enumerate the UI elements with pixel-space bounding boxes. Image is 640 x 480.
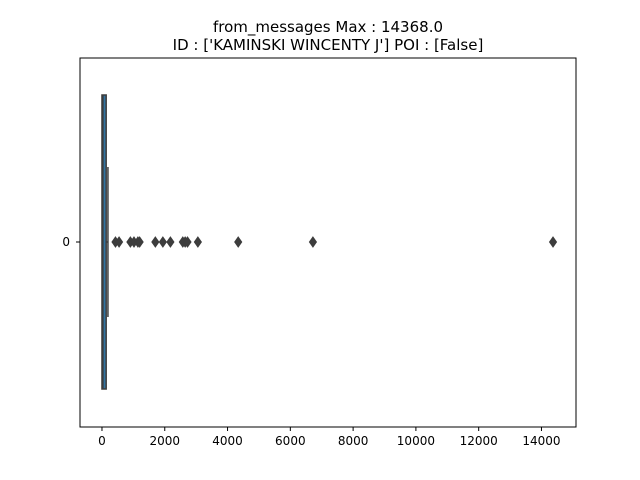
x-tick-label: 14000: [522, 434, 560, 448]
x-tick-label: 12000: [460, 434, 498, 448]
outlier-point: [308, 236, 318, 248]
outlier-point: [135, 236, 144, 248]
outlier-point: [183, 236, 192, 248]
x-tick-label: 8000: [338, 434, 369, 448]
x-tick-label: 4000: [212, 434, 243, 448]
plot-area: [101, 94, 558, 390]
chart-title-line-1: from_messages Max : 14368.0: [213, 18, 443, 37]
y-axis: 0: [62, 235, 80, 249]
outlier-point: [234, 236, 243, 248]
x-axis: 0 2000 4000 6000 8000 10000 12000 14000: [98, 427, 561, 448]
y-tick-label: 0: [62, 235, 70, 249]
outlier-point: [166, 236, 175, 248]
x-tick-label: 2000: [149, 434, 180, 448]
chart-title-line-2: ID : ['KAMINSKI WINCENTY J'] POI : [Fals…: [173, 36, 484, 54]
outlier-point: [151, 236, 160, 248]
x-tick-label: 0: [98, 434, 106, 448]
outlier-point: [114, 236, 124, 248]
outlier-point: [158, 236, 167, 248]
x-tick-label: 6000: [275, 434, 306, 448]
outlier-point: [193, 236, 202, 248]
outlier-point: [548, 236, 558, 248]
x-tick-label: 10000: [397, 434, 435, 448]
